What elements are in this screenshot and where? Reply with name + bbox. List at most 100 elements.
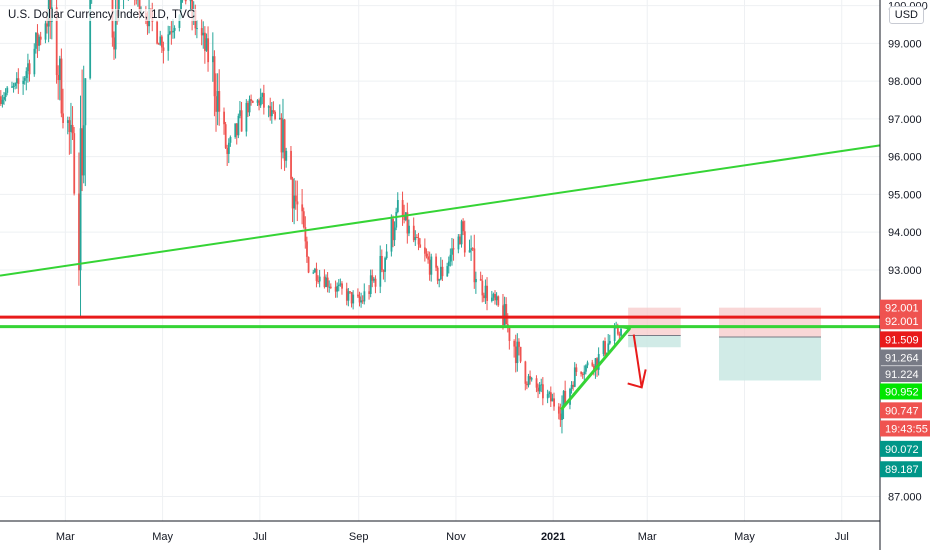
candle-body bbox=[502, 305, 504, 325]
candle-body bbox=[37, 33, 39, 46]
x-tick-label: Sep bbox=[349, 531, 369, 543]
y-tick-label: 94.000 bbox=[888, 227, 922, 239]
candle-body bbox=[426, 254, 428, 257]
candle-body bbox=[352, 295, 354, 304]
price-tag-label: 90.072 bbox=[885, 444, 919, 456]
candle-body bbox=[424, 248, 426, 254]
candle-body bbox=[348, 291, 350, 300]
candle-body bbox=[273, 110, 275, 112]
candle-body bbox=[379, 256, 381, 287]
candle-body bbox=[327, 278, 329, 287]
candle-body bbox=[363, 291, 365, 301]
candle-body bbox=[234, 123, 236, 137]
candle-body bbox=[29, 63, 31, 74]
candle-body bbox=[215, 96, 217, 112]
y-tick-label: 99.000 bbox=[888, 38, 922, 50]
candle-body bbox=[22, 81, 24, 84]
candle-body bbox=[297, 201, 299, 204]
x-tick-label: 2021 bbox=[541, 531, 565, 543]
candle-body bbox=[11, 86, 13, 87]
candle-body bbox=[619, 334, 621, 336]
candle-body bbox=[494, 294, 496, 300]
candle-body bbox=[583, 372, 585, 375]
candle-body bbox=[260, 97, 262, 105]
x-tick-label: Nov bbox=[446, 531, 466, 543]
y-tick-label: 95.000 bbox=[888, 189, 922, 201]
candle-body bbox=[246, 103, 248, 132]
candle-body bbox=[204, 33, 206, 51]
y-tick-label: 96.000 bbox=[888, 152, 922, 164]
candle-body bbox=[539, 385, 541, 391]
candle-body bbox=[238, 116, 240, 135]
candle-body bbox=[576, 367, 578, 371]
candle-body bbox=[587, 362, 589, 365]
candle-body bbox=[45, 23, 47, 39]
candle-body bbox=[528, 376, 530, 385]
candle-body bbox=[212, 56, 214, 62]
target-zone-2[interactable] bbox=[719, 337, 821, 380]
stop-zone-2[interactable] bbox=[719, 308, 821, 337]
candle-body bbox=[263, 93, 265, 108]
price-tag-label: 92.001 bbox=[885, 316, 919, 328]
candle-body bbox=[301, 204, 303, 211]
candle-body bbox=[261, 93, 263, 97]
candle-body bbox=[312, 272, 314, 273]
candle-body bbox=[386, 252, 388, 259]
rising-wedge-line[interactable] bbox=[561, 328, 630, 409]
candle-body bbox=[258, 100, 260, 105]
candle-body bbox=[450, 255, 452, 262]
candle-body bbox=[392, 219, 394, 240]
candle-body bbox=[373, 279, 375, 281]
candle-body bbox=[306, 241, 308, 257]
candle-body bbox=[274, 112, 276, 119]
candle-body bbox=[26, 71, 28, 78]
candle-body bbox=[328, 287, 330, 288]
stop-zone-1[interactable] bbox=[628, 308, 681, 336]
candle-body bbox=[330, 287, 332, 288]
candle-body bbox=[552, 398, 554, 401]
candle-body bbox=[359, 296, 361, 302]
candle-body bbox=[446, 266, 448, 276]
candle-body bbox=[413, 226, 415, 240]
candle-body bbox=[580, 372, 582, 374]
candle-body bbox=[515, 347, 517, 363]
ascending-trendline[interactable] bbox=[0, 145, 880, 275]
candle-body bbox=[316, 269, 318, 281]
candle-body bbox=[201, 28, 203, 35]
candle-body bbox=[529, 376, 531, 379]
currency-badge[interactable]: USD bbox=[889, 6, 924, 24]
candle-body bbox=[418, 238, 420, 245]
candle-body bbox=[408, 226, 410, 234]
candle-body bbox=[83, 125, 85, 175]
candle-body bbox=[62, 113, 64, 123]
candle-body bbox=[526, 384, 528, 385]
price-tag-label: 89.187 bbox=[885, 464, 919, 476]
candle-body bbox=[458, 237, 460, 250]
candle-body bbox=[509, 327, 511, 341]
candle-body bbox=[3, 97, 5, 100]
x-tick-label: Jul bbox=[835, 531, 849, 543]
x-tick-label: Mar bbox=[56, 531, 75, 543]
y-tick-label: 87.000 bbox=[888, 491, 922, 503]
candle-body bbox=[249, 99, 251, 112]
candle-body bbox=[472, 248, 474, 249]
candle-body bbox=[185, 0, 187, 1]
candle-body bbox=[448, 262, 450, 267]
candle-body bbox=[335, 287, 337, 292]
candle-body bbox=[6, 88, 8, 93]
candle-body bbox=[371, 275, 373, 280]
candle-body bbox=[35, 33, 37, 49]
candle-body bbox=[604, 341, 606, 356]
candle-body bbox=[537, 388, 539, 392]
candle-body bbox=[38, 37, 40, 46]
candle-body bbox=[268, 106, 270, 107]
candle-body bbox=[582, 374, 584, 375]
candle-body bbox=[281, 118, 283, 152]
candle-body bbox=[228, 143, 230, 154]
candle-body bbox=[362, 300, 364, 301]
candle-body bbox=[81, 128, 83, 175]
chart-title: U.S. Dollar Currency Index, 1D, TVC bbox=[6, 9, 197, 21]
